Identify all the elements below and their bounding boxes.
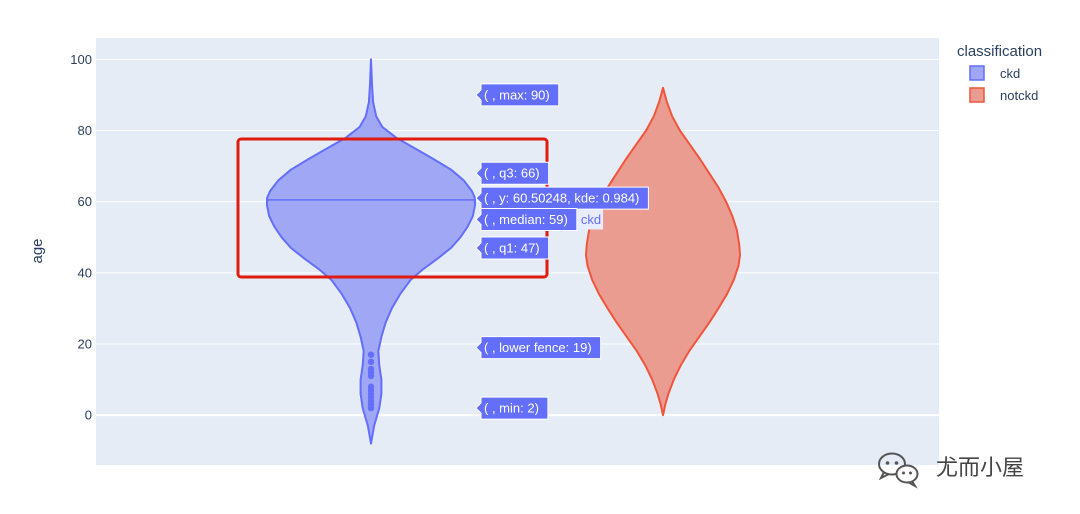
- hover-label-box: [475, 207, 578, 231]
- hover-label-box: [475, 396, 549, 420]
- legend-swatch: [969, 65, 985, 81]
- hover-label: ( , lower fence: 19): [475, 336, 602, 360]
- hover-label-box: [475, 83, 560, 107]
- legend-label: ckd: [1000, 66, 1020, 81]
- legend-title: classification: [957, 43, 1042, 60]
- hover-label-text: ( , median: 59): [484, 212, 568, 227]
- legend[interactable]: classification ckd notckd: [957, 43, 1042, 103]
- legend-swatch: [969, 87, 985, 103]
- hover-trace-tag-box: [578, 209, 604, 230]
- hover-label-text: ( , q1: 47): [484, 240, 540, 255]
- hover-labels: ( , max: 90) ( , q3: 66) ( , y: 60.50248, …: [475, 83, 649, 420]
- y-tick-label: 0: [85, 408, 92, 423]
- wechat-icon: [878, 452, 919, 489]
- watermark-text: 尤而小屋: [936, 456, 1024, 481]
- y-axis-ticks: 0 20 40 60 80 100: [70, 52, 92, 423]
- hover-label-text: ( , q3: 66): [484, 166, 540, 181]
- outlier-point[interactable]: [367, 365, 375, 373]
- outlier-point[interactable]: [367, 358, 375, 366]
- watermark: 尤而小屋: [878, 452, 1024, 489]
- y-tick-label: 20: [78, 337, 92, 352]
- hover-label: ( , y: 60.50248, kde: 0.984): [475, 186, 649, 210]
- legend-item-notckd[interactable]: notckd: [969, 87, 1038, 103]
- hover-label-text: ( , y: 60.50248, kde: 0.984): [484, 191, 639, 206]
- hover-label-box: [475, 161, 550, 185]
- violin-ckd[interactable]: [266, 58, 476, 445]
- violin-notckd[interactable]: [585, 86, 741, 417]
- hover-label-text: ( , min: 2): [484, 401, 539, 416]
- legend-item-ckd[interactable]: ckd: [969, 65, 1020, 81]
- y-tick-label: 80: [78, 123, 92, 138]
- y-tick-label: 100: [70, 52, 92, 67]
- hover-trace-name: ckd: [581, 212, 601, 227]
- hover-label: ( , max: 90): [475, 83, 560, 107]
- hover-label: ( , q3: 66): [475, 161, 550, 185]
- hover-label: ( , q1: 47): [475, 236, 550, 260]
- outlier-point[interactable]: [367, 383, 375, 390]
- hover-label-box: [475, 336, 602, 360]
- hover-label: ( , min: 2): [475, 396, 549, 420]
- y-tick-label: 60: [78, 194, 92, 209]
- hover-label: ( , median: 59) ckd: [475, 207, 604, 231]
- y-axis-title: age: [29, 238, 46, 263]
- y-tick-label: 40: [78, 265, 92, 280]
- legend-label: notckd: [1000, 88, 1038, 103]
- hover-label-text: ( , max: 90): [484, 87, 550, 102]
- violins[interactable]: [266, 58, 741, 445]
- hover-label-box: [475, 186, 649, 210]
- hover-label-box: [475, 236, 550, 260]
- hover-label-text: ( , lower fence: 19): [484, 340, 592, 355]
- outlier-point[interactable]: [367, 351, 375, 358]
